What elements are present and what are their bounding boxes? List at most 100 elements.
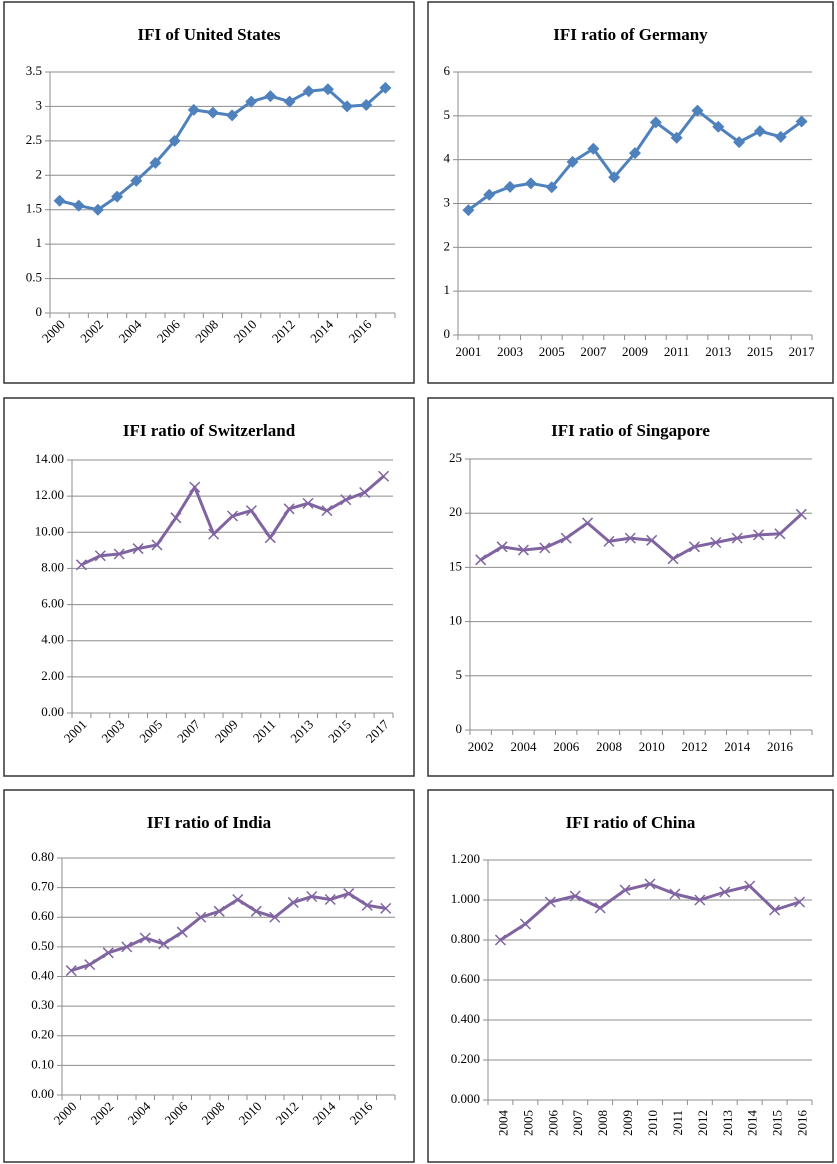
y-tick-label: 25 [449, 450, 462, 465]
data-point [539, 542, 551, 554]
data-point [102, 947, 114, 959]
data-point [111, 190, 124, 203]
data-point [94, 550, 106, 562]
data-point [774, 130, 787, 143]
x-tick-label: 2002 [468, 739, 494, 754]
x-tick-label: 2015 [747, 344, 773, 359]
data-point [226, 109, 239, 122]
y-tick-label: 2 [36, 166, 43, 181]
data-point [361, 899, 373, 911]
data-point [306, 890, 318, 903]
data-point [158, 938, 170, 950]
data-point [691, 104, 704, 117]
data-point [380, 902, 392, 914]
x-tick-label: 2011 [670, 1110, 685, 1136]
y-tick-label: 1 [444, 282, 451, 297]
data-point [462, 204, 475, 217]
x-tick-label: 2006 [545, 1110, 560, 1137]
x-tick-label: 2007 [570, 1110, 585, 1137]
x-tick-label: 2017 [789, 344, 816, 359]
data-point [603, 535, 615, 547]
data-point [569, 890, 581, 902]
data-point [733, 136, 746, 149]
data-point [187, 103, 200, 116]
data-point [496, 541, 508, 553]
y-tick-label: 0.60 [31, 908, 54, 923]
data-point [712, 120, 725, 133]
x-tick-label: 2005 [539, 344, 565, 359]
data-point [544, 896, 556, 908]
data-point [669, 888, 681, 900]
data-point [475, 554, 487, 566]
chart-panel: IFI of United States00.511.522.533.52000… [3, 1, 415, 384]
x-tick-label: 2004 [495, 1110, 510, 1137]
data-point [264, 90, 277, 103]
chart-title: IFI of United States [137, 25, 280, 44]
data-point [359, 486, 371, 499]
data-point [566, 155, 579, 168]
data-point [731, 532, 743, 544]
chart-title: IFI ratio of Singapore [551, 421, 710, 440]
y-tick-label: 0.600 [451, 971, 480, 986]
data-point [213, 905, 225, 917]
data-point [189, 481, 201, 493]
data-point [667, 553, 679, 565]
data-point [594, 902, 606, 914]
y-tick-label: 15 [449, 558, 462, 573]
data-point [688, 541, 700, 553]
y-tick-label: 6.00 [41, 596, 64, 611]
x-tick-label: 2006 [553, 739, 580, 754]
y-tick-label: 0.800 [451, 931, 480, 946]
data-point [176, 926, 188, 938]
y-tick-label: 0.00 [31, 1086, 54, 1101]
data-point [629, 147, 641, 160]
data-point [519, 918, 531, 930]
x-tick-label: 2001 [455, 344, 481, 359]
x-tick-label: 2011 [664, 344, 690, 359]
x-tick-label: 2013 [720, 1110, 735, 1136]
data-point [378, 470, 390, 482]
data-point [283, 95, 296, 108]
x-tick-label: 2009 [620, 1110, 635, 1136]
x-tick-label: 2016 [767, 739, 794, 754]
data-point [324, 893, 336, 906]
data-point [91, 203, 104, 216]
data-point [670, 131, 683, 144]
data-point [245, 505, 257, 517]
data-point [302, 85, 315, 98]
y-tick-label: 0.10 [31, 1056, 54, 1071]
panel-border [3, 397, 415, 777]
y-tick-label: 0 [444, 326, 451, 341]
x-tick-label: 2014 [724, 739, 751, 754]
y-tick-label: 5 [456, 667, 463, 682]
panel-border [3, 1, 415, 384]
data-point [232, 893, 244, 906]
y-tick-label: 0 [36, 304, 43, 319]
data-point [149, 156, 162, 169]
x-tick-label: 2014 [745, 1110, 760, 1137]
y-tick-label: 3 [36, 97, 43, 112]
y-tick-label: 0.400 [451, 1011, 480, 1026]
data-point [343, 888, 355, 900]
data-point [151, 539, 163, 551]
x-tick-label: 2012 [681, 739, 707, 754]
data-point [753, 125, 766, 138]
data-point [582, 517, 594, 529]
y-tick-label: 1.000 [451, 891, 480, 906]
y-tick-label: 2.5 [26, 132, 42, 147]
data-point [619, 884, 631, 896]
data-point [379, 81, 392, 94]
data-point [283, 503, 295, 515]
chart-panel: IFI ratio of Germany 0 1 2 3 4 5 6 2001 2003 2005 2… [427, 1, 834, 384]
y-tick-label: 4 [444, 151, 451, 166]
y-tick-label: 0.200 [451, 1051, 480, 1066]
y-tick-label: 10.00 [35, 523, 64, 538]
x-tick-label: 2010 [645, 1110, 660, 1136]
data-point [84, 959, 96, 971]
panel-border [427, 397, 834, 777]
data-point [287, 896, 299, 908]
x-tick-label: 2015 [770, 1110, 785, 1136]
data-point [644, 878, 656, 890]
y-tick-label: 10 [449, 613, 462, 628]
